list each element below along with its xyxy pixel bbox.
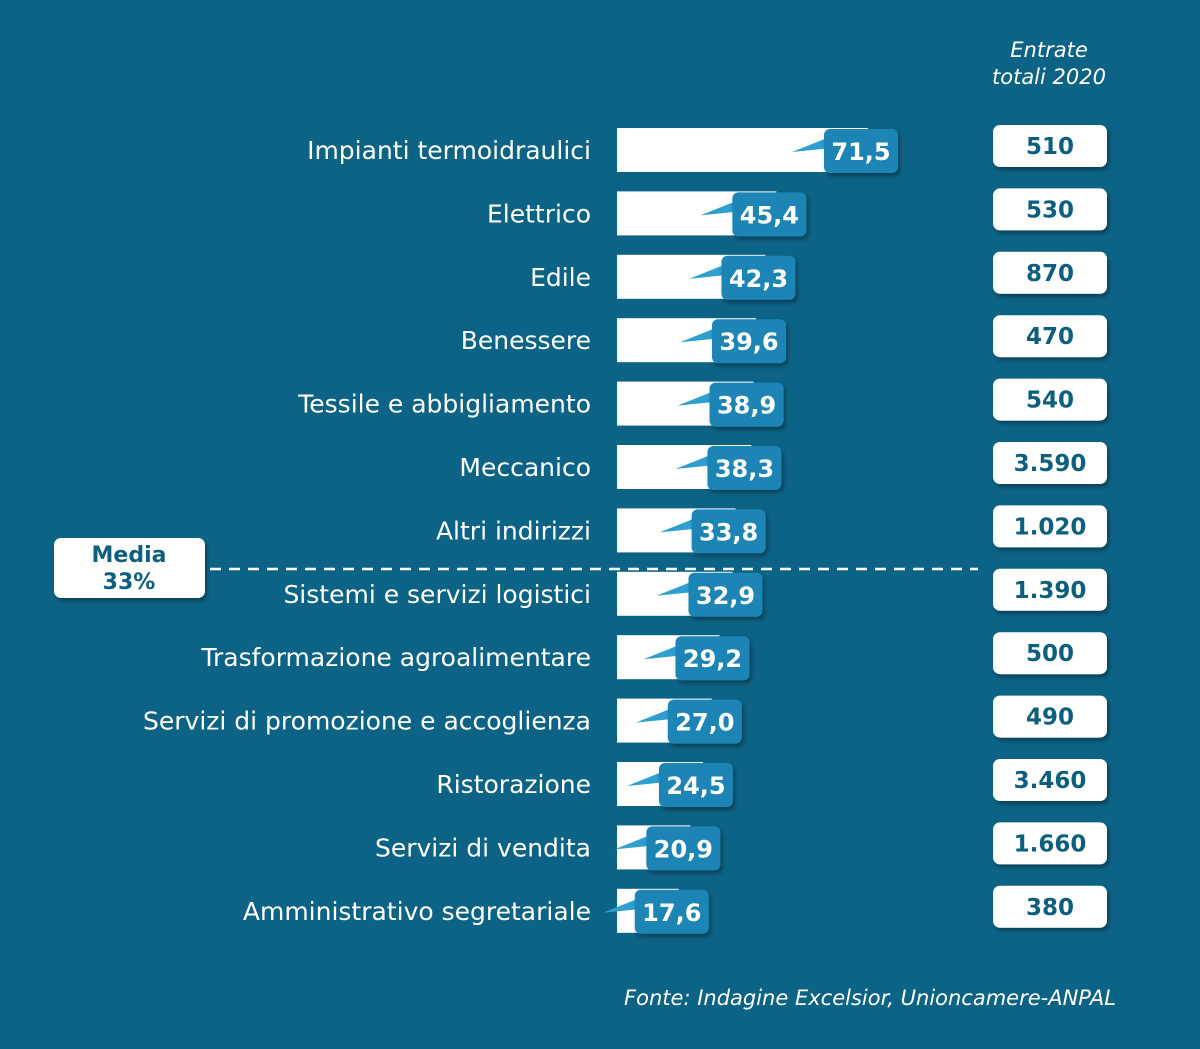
total-box bbox=[993, 505, 1107, 548]
category-label: Altri indirizzi bbox=[436, 516, 591, 545]
total-box bbox=[993, 759, 1107, 801]
value-pointer bbox=[675, 453, 716, 469]
value-pointer bbox=[614, 833, 655, 850]
value-box bbox=[688, 572, 763, 617]
value-label: 38,3 bbox=[715, 455, 774, 483]
value-box bbox=[709, 382, 784, 427]
value-box bbox=[646, 826, 721, 871]
value-box bbox=[659, 763, 734, 807]
category-label: Benessere bbox=[461, 326, 591, 355]
value-box bbox=[707, 446, 782, 490]
total-label: 540 bbox=[1026, 388, 1074, 414]
value-box bbox=[824, 129, 898, 173]
category-label: Trasformazione agroalimentare bbox=[200, 643, 591, 672]
value-pointer bbox=[680, 326, 721, 343]
value-pointer bbox=[643, 643, 684, 660]
total-box bbox=[993, 885, 1107, 928]
value-label: 27,0 bbox=[675, 709, 734, 737]
value-pointer bbox=[659, 516, 700, 533]
value-box bbox=[732, 192, 807, 237]
total-label: 510 bbox=[1026, 134, 1074, 160]
bar-rows: Impianti termoidraulici 71,5 510 Elettrico 4… bbox=[143, 125, 1107, 934]
category-label: Ristorazione bbox=[436, 770, 591, 799]
value-label: 39,6 bbox=[719, 328, 778, 356]
value-pointer bbox=[792, 136, 832, 152]
total-label: 470 bbox=[1026, 324, 1074, 350]
total-box bbox=[993, 568, 1107, 611]
total-label: 1.020 bbox=[1014, 514, 1087, 540]
value-box bbox=[675, 636, 750, 681]
source-note: Fonte: Indagine Excelsior, Unioncamere-A… bbox=[624, 986, 1116, 1010]
value-pointer bbox=[700, 199, 741, 216]
value-label: 20,9 bbox=[654, 835, 713, 863]
total-box bbox=[993, 125, 1107, 167]
total-label: 500 bbox=[1026, 641, 1074, 667]
value-pointer bbox=[656, 579, 697, 596]
value-pointer bbox=[677, 389, 718, 406]
value-label: 38,9 bbox=[717, 392, 776, 420]
category-label: Sistemi e servizi logistici bbox=[283, 580, 591, 609]
average-label-line1: Media bbox=[92, 543, 167, 568]
value-pointer bbox=[627, 770, 668, 786]
category-label: Amministrativo segretariale bbox=[243, 897, 591, 926]
value-label: 33,8 bbox=[699, 518, 758, 546]
total-box bbox=[993, 695, 1107, 738]
total-box bbox=[993, 315, 1107, 358]
value-box bbox=[667, 699, 742, 744]
value-label: 42,3 bbox=[729, 265, 788, 293]
category-label: Tessile e abbigliamento bbox=[297, 390, 591, 419]
total-label: 870 bbox=[1026, 261, 1074, 287]
total-label: 1.660 bbox=[1014, 831, 1087, 857]
value-pointer bbox=[689, 262, 730, 279]
value-label: 71,5 bbox=[831, 138, 890, 166]
total-label: 1.390 bbox=[1014, 578, 1087, 604]
value-pointer bbox=[602, 896, 643, 913]
category-label: Servizi di promozione e accoglienza bbox=[143, 707, 591, 736]
total-box bbox=[993, 188, 1107, 231]
total-label: 530 bbox=[1026, 197, 1074, 223]
total-label: 3.460 bbox=[1014, 768, 1087, 794]
value-label: 32,9 bbox=[696, 582, 755, 610]
totals-header-line2: totali 2020 bbox=[992, 65, 1106, 89]
value-label: 17,6 bbox=[642, 899, 701, 927]
value-label: 29,2 bbox=[683, 645, 742, 673]
total-box bbox=[993, 442, 1107, 484]
value-box bbox=[634, 889, 709, 934]
average-label-line2: 33% bbox=[103, 570, 156, 595]
totals-header-line1: Entrate bbox=[1010, 38, 1087, 62]
total-box bbox=[993, 632, 1107, 675]
category-label: Meccanico bbox=[459, 453, 591, 482]
value-box bbox=[691, 509, 766, 554]
total-label: 490 bbox=[1026, 705, 1074, 731]
value-box bbox=[721, 255, 796, 300]
total-box bbox=[993, 251, 1107, 294]
value-pointer bbox=[635, 706, 676, 723]
total-label: 3.590 bbox=[1014, 451, 1087, 477]
total-label: 380 bbox=[1026, 895, 1074, 921]
total-box bbox=[993, 378, 1107, 421]
value-label: 45,4 bbox=[740, 201, 799, 229]
category-label: Impianti termoidraulici bbox=[307, 136, 591, 165]
average-box bbox=[54, 538, 205, 598]
value-label: 24,5 bbox=[666, 772, 725, 800]
category-label: Elettrico bbox=[487, 199, 591, 228]
value-box bbox=[712, 319, 787, 364]
total-box bbox=[993, 822, 1107, 865]
category-label: Servizi di vendita bbox=[375, 833, 591, 862]
category-label: Edile bbox=[530, 263, 591, 292]
